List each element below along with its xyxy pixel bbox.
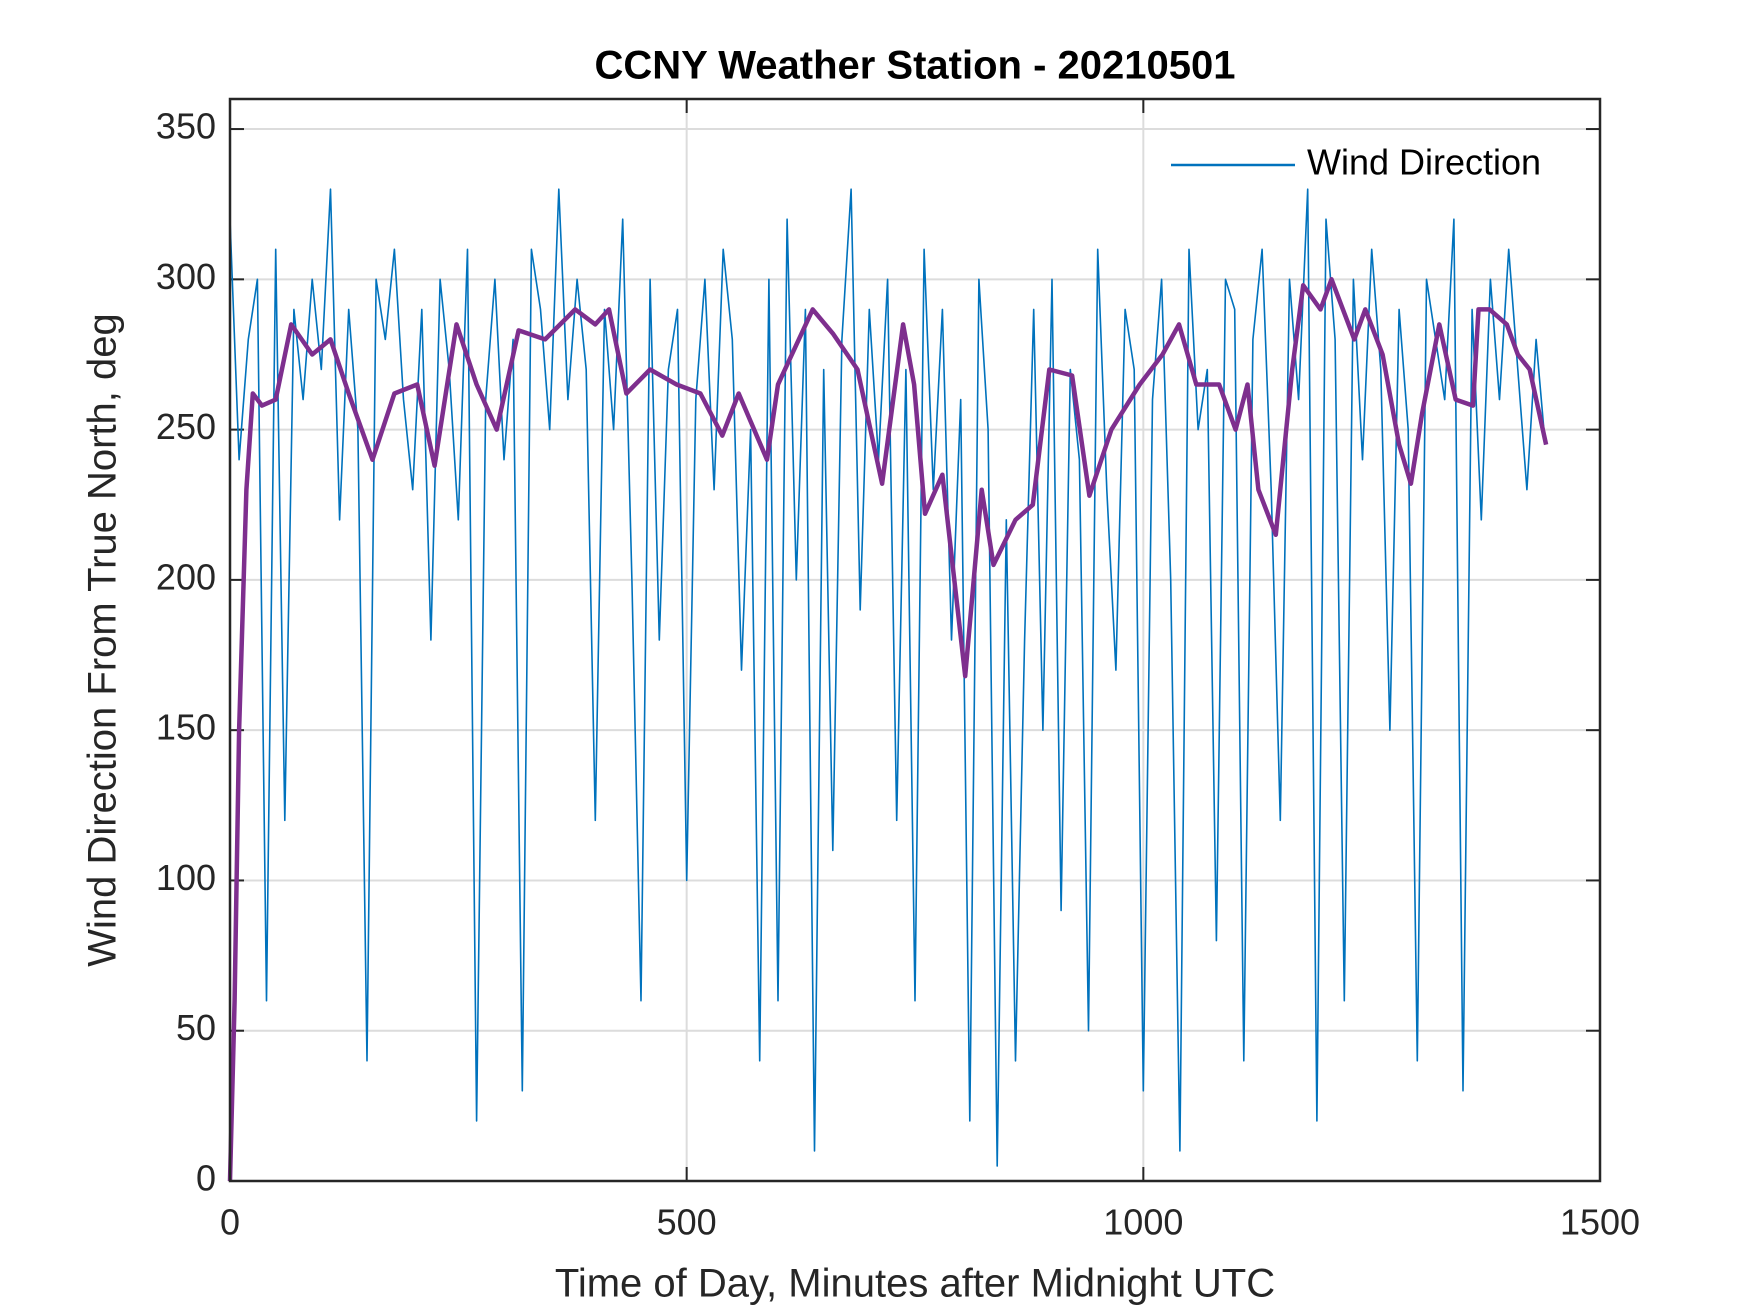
plot-frame [228,97,1602,1183]
y-tick-label: 200 [156,556,216,597]
y-tick-label: 0 [196,1158,216,1199]
x-tick-label: 500 [657,1202,717,1243]
y-tick-label: 250 [156,406,216,447]
y-tick-label: 350 [156,106,216,147]
x-axis-label: Time of Day, Minutes after Midnight UTC [555,1262,1275,1306]
chart-title: CCNY Weather Station - 20210501 [595,44,1236,88]
x-tick-label: 0 [220,1202,240,1243]
legend-label: Wind Direction [1307,142,1541,183]
y-tick-label: 50 [176,1007,216,1048]
y-tick-label: 300 [156,256,216,297]
x-tick-label: 1500 [1560,1202,1640,1243]
y-tick-label: 100 [156,857,216,898]
data-line [227,277,1549,1182]
x-tick-label: 1000 [1103,1202,1183,1243]
y-tick-label: 150 [156,707,216,748]
y-axis-label: Wind Direction From True North, deg [81,313,125,967]
data-line [229,188,1546,1167]
